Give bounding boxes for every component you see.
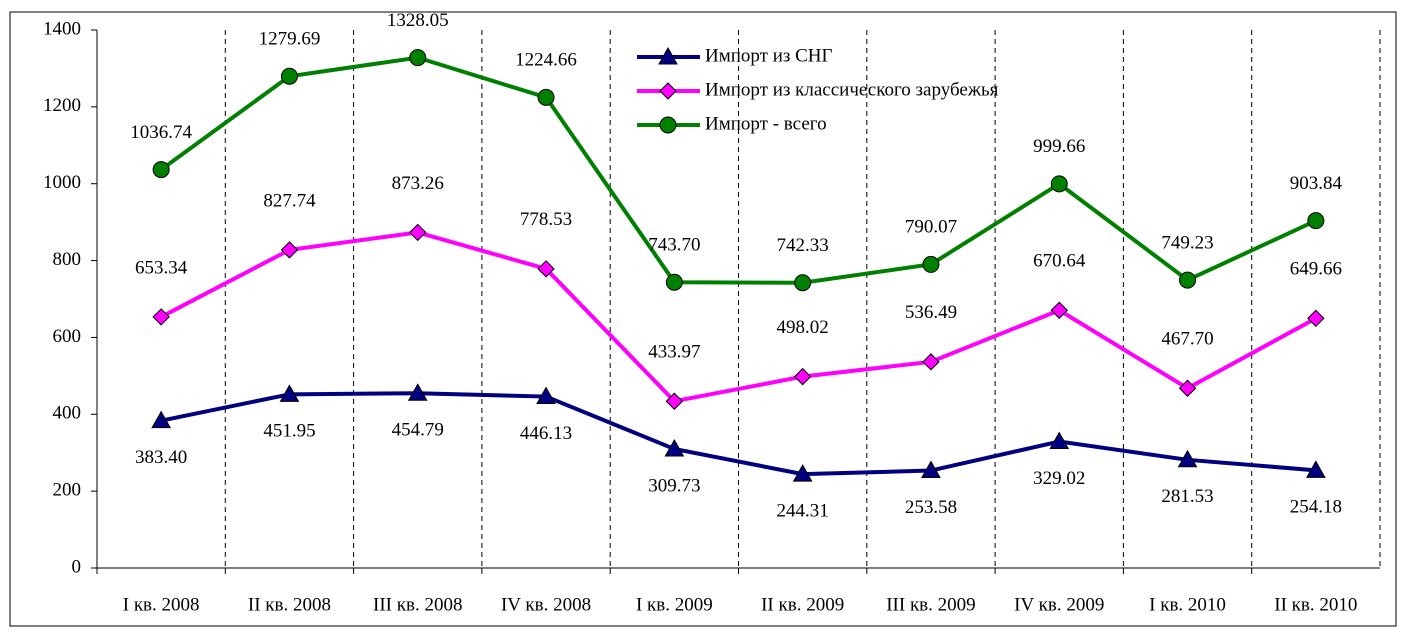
point — [922, 255, 940, 273]
data-label: 653.34 — [135, 257, 188, 278]
point — [1049, 431, 1070, 450]
x-tick-label: II кв. 2009 — [761, 594, 844, 615]
x-tick-label: I кв. 2010 — [1149, 594, 1226, 615]
x-tick-label: IV кв. 2008 — [501, 594, 591, 615]
data-label: 498.02 — [777, 317, 829, 338]
point — [665, 273, 683, 291]
point — [794, 274, 812, 292]
point — [665, 392, 684, 410]
point — [922, 353, 940, 371]
data-label: 749.23 — [1161, 232, 1213, 253]
x-tick-label: II кв. 2010 — [1274, 594, 1357, 615]
data-label: 1279.69 — [259, 29, 321, 50]
x-tick-label: II кв. 2008 — [248, 594, 331, 615]
data-label: 383.40 — [135, 447, 187, 468]
data-label: 281.53 — [1161, 486, 1213, 507]
legend-marker — [659, 82, 677, 100]
point — [279, 384, 300, 402]
x-tick-label: I кв. 2009 — [636, 594, 713, 615]
point — [664, 438, 685, 457]
data-label: 827.74 — [263, 190, 316, 211]
point — [792, 464, 813, 482]
y-tick-label: 800 — [53, 249, 82, 270]
data-label: 778.53 — [520, 209, 572, 230]
legend-label: Импорт - всего — [705, 113, 827, 134]
point — [1178, 379, 1197, 397]
point — [152, 308, 170, 326]
data-label: 1036.74 — [130, 122, 192, 143]
point — [1307, 212, 1325, 230]
point — [1050, 175, 1068, 193]
point — [1050, 301, 1068, 319]
point — [1305, 460, 1326, 478]
chart-border — [9, 11, 1397, 627]
data-label: 451.95 — [263, 421, 315, 442]
point — [407, 383, 428, 401]
legend-label: Импорт из классического зарубежья — [705, 79, 999, 100]
data-label: 1328.05 — [387, 10, 449, 31]
x-tick-label: III кв. 2009 — [886, 594, 975, 615]
point — [921, 460, 941, 479]
data-label: 454.79 — [392, 420, 444, 441]
data-label: 670.64 — [1033, 251, 1086, 272]
y-tick-label: 1400 — [43, 18, 81, 39]
data-label: 329.02 — [1033, 468, 1085, 489]
data-label: 536.49 — [905, 302, 957, 323]
series-line — [160, 230, 1317, 404]
legend-label: Импорт из СНГ — [705, 45, 833, 66]
series-line — [159, 55, 1317, 285]
data-label: 649.66 — [1290, 259, 1342, 280]
data-label: 1224.66 — [515, 50, 577, 71]
legend-marker — [658, 46, 678, 65]
series-line — [160, 391, 1317, 477]
data-label: 467.70 — [1161, 329, 1213, 350]
x-tick-label: III кв. 2008 — [373, 594, 462, 615]
point — [280, 241, 299, 259]
data-label: 309.73 — [648, 475, 700, 496]
y-tick-label: 400 — [53, 403, 82, 424]
point — [152, 161, 170, 179]
point — [1307, 309, 1325, 328]
point — [409, 49, 427, 67]
data-label: 790.07 — [905, 217, 957, 238]
point — [280, 67, 298, 85]
data-label: 742.33 — [777, 235, 829, 256]
point — [793, 367, 812, 386]
legend-marker — [659, 116, 677, 134]
data-label: 253.58 — [905, 497, 957, 518]
x-tick-label: IV кв. 2009 — [1014, 594, 1104, 615]
data-label: 446.13 — [520, 423, 572, 444]
data-label: 254.18 — [1290, 497, 1342, 518]
y-tick-label: 200 — [53, 480, 82, 501]
y-tick-label: 0 — [72, 556, 82, 577]
y-tick-label: 1200 — [43, 95, 81, 116]
point — [409, 223, 427, 242]
y-tick-label: 600 — [53, 326, 82, 347]
data-label: 903.84 — [1290, 173, 1343, 194]
data-label: 743.70 — [648, 235, 700, 256]
point — [1179, 271, 1197, 289]
point — [1177, 449, 1198, 468]
point — [537, 88, 555, 106]
data-label: 873.26 — [392, 173, 444, 194]
point — [537, 260, 555, 278]
x-tick-label: I кв. 2008 — [123, 594, 200, 615]
data-label: 999.66 — [1033, 136, 1085, 157]
data-label: 244.31 — [777, 500, 829, 521]
point — [536, 386, 556, 405]
data-label: 433.97 — [648, 342, 700, 363]
y-tick-label: 1000 — [43, 172, 81, 193]
point — [151, 410, 172, 429]
